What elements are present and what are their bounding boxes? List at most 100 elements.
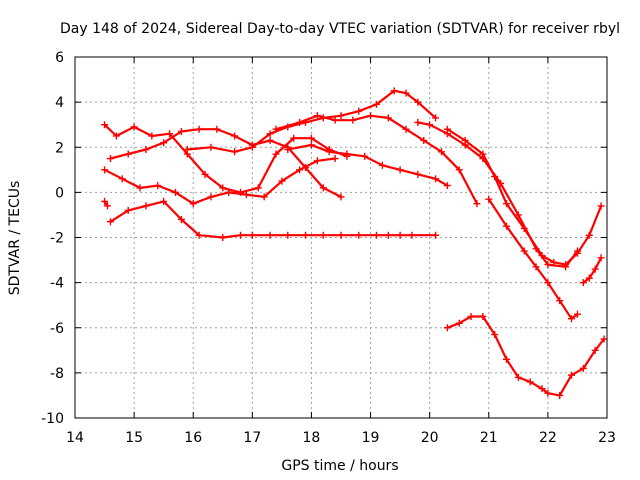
series-line	[274, 114, 479, 205]
series-line	[109, 200, 437, 239]
data-point	[384, 114, 392, 122]
x-tick-label: 17	[243, 430, 261, 446]
data-point	[597, 202, 605, 210]
data-point	[106, 218, 114, 226]
data-point	[585, 274, 593, 282]
series-track-j	[485, 195, 581, 323]
data-point	[284, 231, 292, 239]
data-point	[266, 130, 274, 138]
data-point	[396, 166, 404, 174]
data-point	[414, 98, 422, 106]
data-point	[600, 335, 608, 343]
series-line	[103, 157, 337, 205]
data-point	[183, 146, 191, 154]
data-point	[597, 254, 605, 262]
data-point	[443, 182, 451, 190]
y-tick-label: 2	[55, 140, 64, 156]
data-point	[319, 184, 327, 192]
data-point	[296, 166, 304, 174]
data-point	[237, 231, 245, 239]
data-point	[420, 136, 428, 144]
data-point	[231, 148, 239, 156]
data-point	[313, 112, 321, 120]
data-point	[579, 279, 587, 287]
data-point	[325, 148, 333, 156]
data-point	[355, 231, 363, 239]
data-point	[479, 150, 487, 158]
data-point	[189, 200, 197, 208]
data-point	[219, 184, 227, 192]
data-point	[573, 310, 581, 318]
y-tick-label: -4	[50, 276, 64, 292]
data-point	[278, 177, 286, 185]
data-point	[177, 215, 185, 223]
series-line	[416, 121, 579, 268]
y-tick-label: 6	[55, 50, 64, 66]
series-line	[446, 315, 606, 397]
series-track-g	[284, 141, 451, 190]
data-point	[538, 252, 546, 260]
data-point	[337, 193, 345, 201]
data-point	[402, 89, 410, 97]
data-point	[514, 373, 522, 381]
data-point	[349, 116, 357, 124]
data-point	[503, 355, 511, 363]
data-point	[443, 125, 451, 133]
plot-frame	[74, 56, 608, 419]
data-point	[479, 312, 487, 320]
data-point	[219, 234, 227, 241]
y-tick-label: -2	[50, 231, 64, 247]
data-point	[343, 150, 351, 158]
data-point	[432, 231, 440, 239]
x-tick-label: 22	[539, 430, 557, 446]
data-point	[372, 100, 380, 108]
data-point	[402, 125, 410, 133]
data-point	[266, 136, 274, 144]
data-point	[207, 143, 215, 151]
data-point	[195, 231, 203, 239]
data-point	[550, 258, 558, 266]
y-axis-label: SDTVAR / TECUs	[7, 181, 23, 296]
data-point	[272, 150, 280, 158]
data-point	[302, 164, 310, 172]
data-point	[290, 134, 298, 142]
x-tick-label: 14	[66, 430, 84, 446]
data-point	[171, 188, 179, 196]
x-tick-label: 21	[480, 430, 498, 446]
series-track-l	[579, 254, 605, 287]
data-point	[372, 231, 380, 239]
data-point	[378, 161, 386, 169]
data-point	[568, 371, 576, 379]
data-point	[408, 231, 416, 239]
data-point	[124, 150, 132, 158]
data-point	[284, 146, 292, 154]
data-point	[361, 152, 369, 160]
y-tick-label: -8	[50, 366, 64, 382]
data-point	[331, 155, 339, 163]
data-point	[443, 324, 451, 332]
chart-title: Day 148 of 2024, Sidereal Day-to-day VTE…	[60, 21, 620, 37]
data-point	[207, 193, 215, 201]
series-track-a	[101, 155, 339, 208]
data-point	[166, 130, 174, 138]
data-point	[136, 184, 144, 192]
x-axis-label: GPS time / hours	[281, 458, 398, 474]
data-point	[591, 346, 599, 354]
x-tick-label: 23	[598, 430, 616, 446]
data-point	[455, 166, 463, 174]
data-point	[101, 197, 109, 205]
series-track-f	[272, 112, 481, 208]
data-point	[201, 170, 209, 178]
series-track-d	[106, 197, 440, 241]
data-point	[467, 312, 475, 320]
data-point	[313, 157, 321, 165]
data-point	[556, 297, 564, 305]
data-point	[307, 141, 315, 149]
data-point	[355, 107, 363, 115]
data-point	[101, 166, 109, 174]
data-point	[248, 231, 256, 239]
y-tick-label: 0	[55, 185, 64, 201]
data-point	[337, 112, 345, 120]
data-point	[485, 195, 493, 203]
